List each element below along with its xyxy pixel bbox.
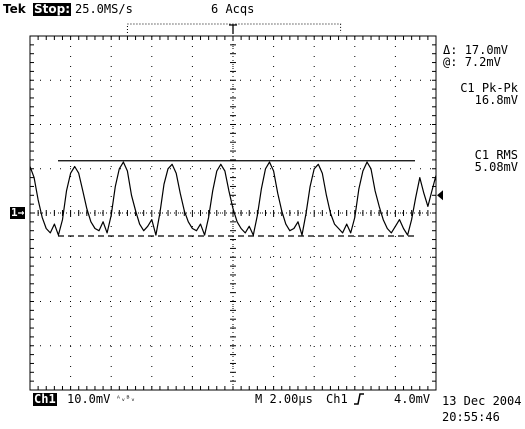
cursor-at-label: @: <box>443 55 458 69</box>
meas2-label: C1 RMS <box>474 148 518 162</box>
waveform-trace-layer <box>29 161 437 236</box>
trigger-level-marker[interactable] <box>437 190 443 201</box>
cursor-at-value: 7.2mV <box>464 55 501 69</box>
trigger-level: 4.0mV <box>394 392 431 406</box>
date-stamp: 13 Dec 2004 <box>442 394 522 408</box>
cursor-lines <box>58 160 415 237</box>
marker-layer <box>126 23 443 201</box>
bandwidth-limit-symbol: ᴬᵥᴮᵥ <box>116 394 136 403</box>
cursor-at-readout: @: 7.2mV <box>443 56 501 69</box>
channel-badge[interactable]: Ch1 <box>33 392 57 406</box>
channel1-ground-marker[interactable]: 1→ <box>10 206 26 219</box>
waveform-trace <box>29 161 437 236</box>
meas1-label: C1 Pk-Pk <box>460 81 518 95</box>
sample-rate: 25.0MS/s <box>75 2 133 16</box>
rising-edge-icon <box>354 393 364 405</box>
meas2-value: 5.08mV <box>474 160 518 174</box>
trigger-position-marker[interactable] <box>229 24 237 34</box>
cursor-delta-readout: Δ: 17.0mV <box>443 44 508 57</box>
brand-label: Tek <box>3 2 26 16</box>
run-state-badge[interactable]: Stop: <box>33 2 72 16</box>
cursor-delta-value: 17.0mV <box>464 43 509 57</box>
cursor-delta-label: Δ: <box>443 43 458 57</box>
graticule-grid <box>29 35 437 391</box>
timebase: M 2.00µs <box>255 392 313 406</box>
meas1-value: 16.8mV <box>474 93 518 107</box>
trigger-source: Ch1 <box>326 392 348 406</box>
volts-per-div: 10.0mV <box>67 392 111 406</box>
time-stamp: 20:55:46 <box>442 410 500 424</box>
acquisition-count: 6 Acqs <box>211 2 255 16</box>
